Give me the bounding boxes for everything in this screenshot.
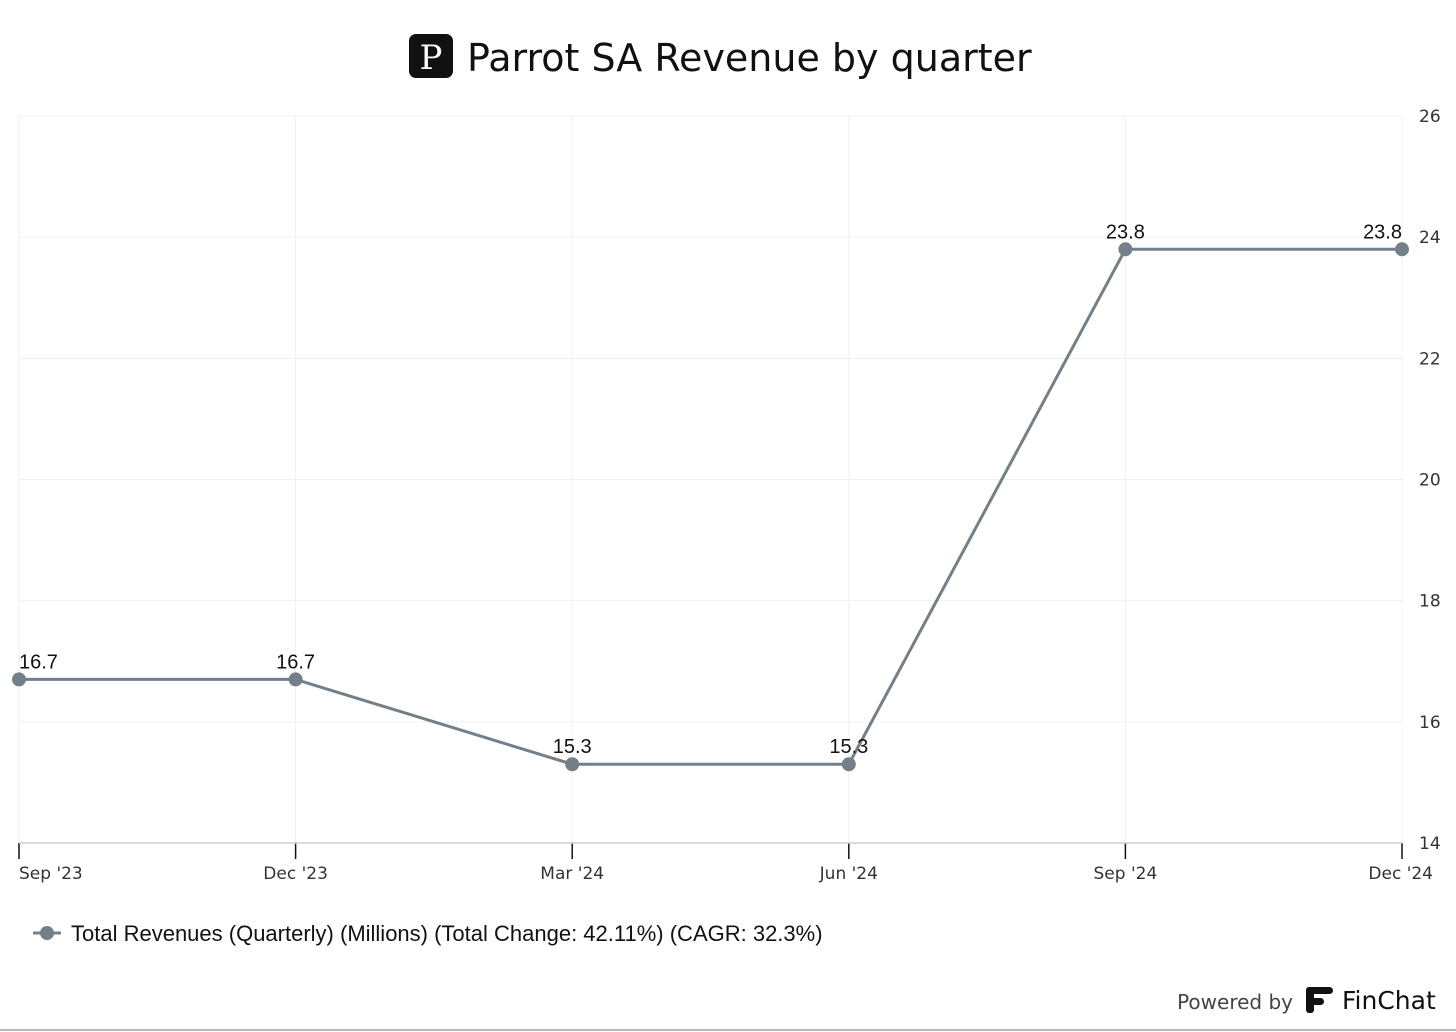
data-label: 23.8 [1106,221,1145,243]
data-point [1118,242,1133,257]
legend: Total Revenues (Quarterly) (Millions) (T… [33,921,823,946]
data-label: 15.3 [829,736,868,758]
legend-marker-icon [40,926,54,940]
data-point [565,757,580,772]
y-tick-label: 20 [1419,471,1441,491]
y-tick-label: 16 [1419,713,1441,733]
x-tick-label: Mar '24 [540,864,604,884]
data-point [1395,242,1409,257]
x-tick-label: Dec '23 [263,864,328,884]
chart-title: Parrot SA Revenue by quarter [467,36,1032,80]
company-logo-letter: P [420,38,443,78]
data-point [841,757,856,772]
x-tick-label: Sep '24 [1094,864,1158,884]
powered-by-label: Powered by [1177,990,1293,1014]
footer-branding: Powered by FinChat [1177,986,1436,1015]
data-label: 16.7 [19,651,58,673]
legend-label: Total Revenues (Quarterly) (Millions) (T… [71,921,823,946]
grid-layer [18,115,1403,843]
chart-header: P Parrot SA Revenue by quarter [409,34,1032,80]
y-tick-label: 14 [1419,834,1441,854]
series-line [19,247,1402,766]
data-point [12,672,26,687]
x-tick-label: Jun '24 [819,864,878,884]
finchat-logo-icon [1306,987,1333,1013]
data-point [288,672,303,687]
data-label: 15.3 [553,736,592,758]
company-logo-icon [409,34,453,78]
x-tick-label: Dec '24 [1368,864,1433,884]
data-label-layer: 16.7 16.7 15.3 15.3 23.8 23.8 [19,221,1402,758]
y-tick-label: 26 [1419,107,1441,127]
brand-name: FinChat [1342,986,1436,1015]
y-tick-label: 24 [1419,228,1441,248]
data-label: 23.8 [1363,221,1402,243]
x-tick-label: Sep '23 [19,864,83,884]
y-tick-label: 18 [1419,592,1441,612]
data-label: 16.7 [276,651,315,673]
axis-layer: 14 16 18 20 22 24 26 Sep '23 Dec '23 Mar '24 Jun '… [18,107,1441,884]
y-tick-label: 22 [1419,349,1441,369]
series-layer [12,242,1409,772]
